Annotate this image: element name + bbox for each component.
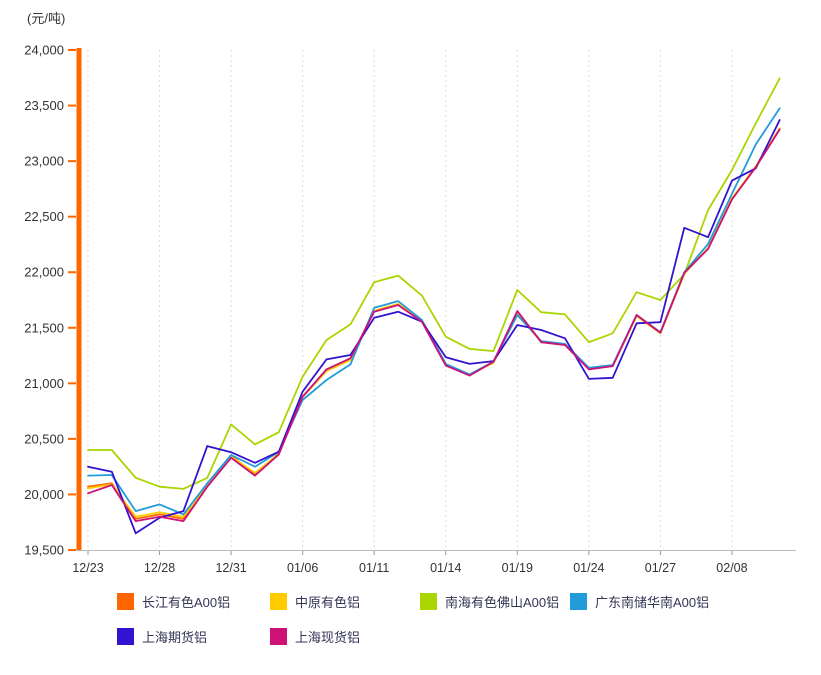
legend-swatch [270, 593, 287, 610]
y-tick-label: 22,500 [24, 209, 64, 224]
legend-swatch [117, 593, 134, 610]
y-tick-label: 20,000 [24, 487, 64, 502]
legend-item-广东南储华南A00铝: 广东南储华南A00铝 [570, 592, 790, 611]
legend-swatch [117, 628, 134, 645]
legend-item-上海现货铝: 上海现货铝 [270, 627, 420, 646]
y-axis-unit-label: (元/吨) [27, 11, 66, 26]
x-tick-label: 01/19 [502, 561, 533, 575]
y-tick-label: 22,000 [24, 265, 64, 280]
legend-swatch [420, 593, 437, 610]
series-line-长江有色A00铝 [87, 127, 781, 520]
x-tick-label: 01/14 [430, 561, 461, 575]
series-line-中原有色铝 [87, 127, 781, 518]
x-tick-label: 01/06 [287, 561, 318, 575]
x-tick-label: 01/11 [359, 561, 389, 575]
series-line-上海期货铝 [87, 119, 781, 535]
chart-legend: 长江有色A00铝 中原有色铝 南海有色佛山A00铝 广东南储华南A00铝上海期货铝 上海… [117, 592, 821, 646]
y-tick-label: 21,500 [24, 320, 64, 335]
x-tick-label: 12/31 [215, 561, 246, 575]
series-line-上海现货铝 [87, 128, 781, 522]
legend-label: 广东南储华南A00铝 [595, 595, 710, 610]
legend-label: 南海有色佛山A00铝 [445, 595, 560, 610]
legend-label: 上海现货铝 [295, 630, 361, 645]
line-chart-canvas: 12/23 12/28 12/31 01/06 01/11 01/14 01/19 01/24… [24, 43, 796, 575]
x-tick-label: 12/23 [72, 561, 103, 575]
y-tick-label: 24,000 [24, 43, 64, 58]
y-tick-label: 23,000 [24, 154, 64, 169]
legend-label: 中原有色铝 [295, 595, 361, 610]
price-chart: (元/吨) 12/23 12/28 12/31 01/06 01/11 01/14 01/1… [24, 11, 796, 575]
legend-swatch [570, 593, 587, 610]
legend-label: 上海期货铝 [142, 630, 208, 645]
legend-swatch [270, 628, 287, 645]
legend-label: 长江有色A00铝 [142, 595, 231, 610]
x-tick-label: 12/28 [144, 561, 175, 575]
y-axis-line [76, 48, 82, 550]
series-line-广东南储华南A00铝 [87, 107, 781, 516]
legend-item-南海有色佛山A00铝: 南海有色佛山A00铝 [420, 592, 570, 611]
y-tick-label: 23,500 [24, 98, 64, 113]
legend-item-长江有色A00铝: 长江有色A00铝 [117, 592, 270, 611]
legend-item-中原有色铝: 中原有色铝 [270, 592, 420, 611]
y-tick-label: 20,500 [24, 431, 64, 446]
x-tick-label: 01/27 [645, 561, 676, 575]
x-tick-label: 01/24 [573, 561, 604, 575]
series-line-南海有色佛山A00铝 [87, 77, 781, 490]
legend-item-上海期货铝: 上海期货铝 [117, 627, 270, 646]
y-tick-label: 19,500 [24, 543, 64, 558]
y-tick-label: 21,000 [24, 376, 64, 391]
x-tick-label: 02/08 [716, 561, 747, 575]
